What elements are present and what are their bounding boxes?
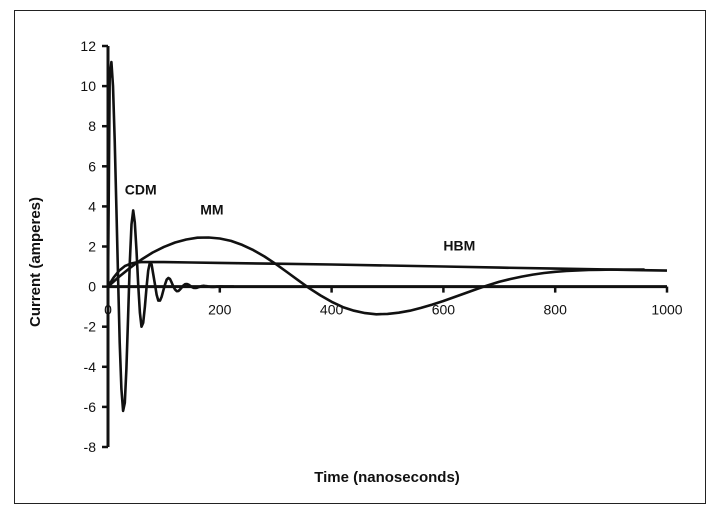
x-tick-label: 200 [208, 302, 232, 318]
series-line-cdm [106, 60, 234, 413]
y-tick-label: 8 [88, 118, 96, 134]
y-tick-label: 2 [88, 239, 96, 255]
series-layer [106, 60, 668, 413]
labels-layer: CDM MM HBM [125, 181, 476, 253]
x-tick-label: 600 [432, 302, 456, 318]
y-tick-label: -2 [84, 319, 97, 335]
series-line-mm [107, 236, 645, 316]
y-tick-label: 12 [80, 38, 96, 54]
series-label-cdm: CDM [125, 181, 157, 197]
y-tick-label: -6 [84, 399, 97, 415]
y-tick-label: 4 [88, 198, 96, 214]
series-label-hbm: HBM [443, 238, 475, 254]
x-tick-label: 400 [320, 302, 344, 318]
y-tick-label: -4 [84, 359, 97, 375]
x-tick-label: 0 [104, 302, 112, 318]
y-axis-title: Current (amperes) [27, 197, 44, 327]
x-axis-title: Time (nanoseconds) [314, 469, 460, 486]
series-label-mm: MM [200, 201, 223, 217]
series-line-hbm [106, 260, 668, 288]
y-tick-label: 0 [88, 279, 96, 295]
x-tick-label: 800 [544, 302, 568, 318]
axes: -8 -6 -4 -2 0 2 4 6 8 10 12 0 200 400 600 800 1000 [80, 38, 682, 455]
y-tick-label: 6 [88, 158, 96, 174]
x-tick-label: 1000 [651, 302, 682, 318]
y-tick-label: -8 [84, 439, 97, 455]
y-tick-label: 10 [80, 78, 96, 94]
